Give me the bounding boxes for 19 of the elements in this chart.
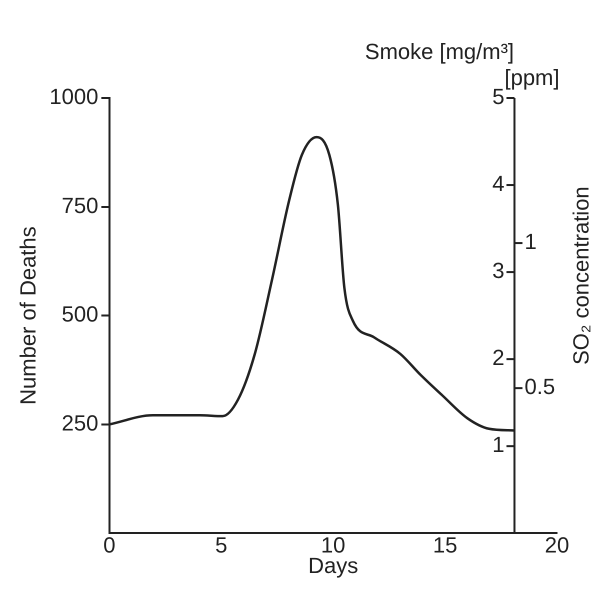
y2-axis-title: Smoke [mg/m³] — [364, 39, 514, 64]
y-tick-label: 500 — [62, 302, 98, 327]
x-tick-label: 0 — [103, 532, 116, 558]
y2-tick-label: 5 — [492, 84, 504, 110]
y2-tick-label: 3 — [492, 258, 504, 284]
text: [ppm] — [504, 65, 560, 90]
y2-tick-label: 2 — [492, 345, 504, 370]
y3-tick-label: 0.5 — [524, 374, 556, 400]
x-tick-label: 15 — [432, 532, 458, 558]
y-axis-title: Number of Deaths — [15, 226, 40, 405]
x-tick-label: 5 — [215, 532, 228, 558]
y2-tick-label: 1 — [492, 432, 504, 458]
y-tick-label: 250 — [62, 410, 98, 436]
y-tick-label: 1000 — [49, 84, 98, 110]
y3-axis-title: SO₂ concentration — [568, 186, 594, 365]
x-tick-label: 20 — [544, 532, 570, 558]
y3-tick-label: 1 — [524, 229, 537, 254]
y-tick-label: 750 — [62, 192, 98, 218]
y2-tick-label: 4 — [492, 171, 504, 196]
